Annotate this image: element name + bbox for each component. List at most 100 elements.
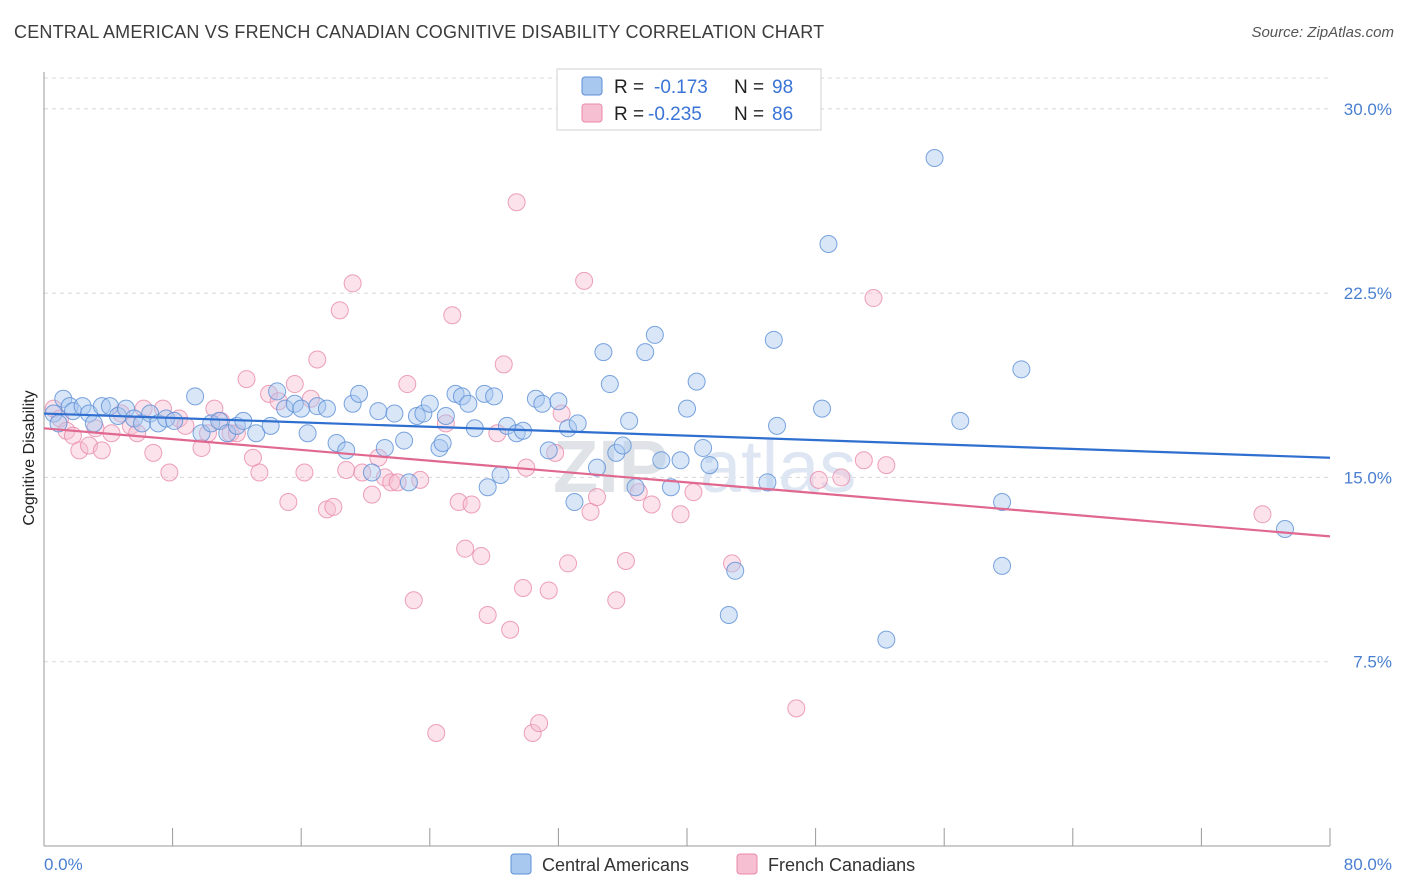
central-americans-point-47 (430, 438, 449, 457)
legend-n-value-2: 86 (772, 104, 793, 125)
central-americans-point-85 (726, 561, 745, 580)
french-canadians-point-4 (70, 441, 89, 460)
x-tick-marks (43, 828, 1331, 846)
french-canadians-point-31 (295, 463, 314, 482)
french-canadians-point-50 (443, 306, 462, 325)
french-canadians-point-68 (575, 271, 594, 290)
central-americans-point-97 (1275, 520, 1294, 539)
legend-swatch-pink (581, 103, 603, 123)
central-americans-point-94 (993, 493, 1012, 511)
french-canadians-point-73 (629, 483, 648, 502)
french-canadians-point-32 (301, 389, 320, 408)
central-americans-points (44, 149, 1294, 649)
french-canadians-point-66 (559, 554, 578, 573)
central-americans-point-49 (436, 407, 455, 425)
french-canadians-point-82 (864, 289, 883, 308)
french-canadians-point-37 (337, 461, 356, 480)
legend-r-label-1: R = (614, 77, 644, 98)
central-americans-point-35 (337, 441, 356, 460)
french-canadians-point-7 (92, 441, 111, 460)
french-canadians-point-52 (456, 539, 475, 558)
central-americans-point-63 (539, 441, 558, 460)
french-canadians-point-29 (279, 493, 298, 511)
central-americans-point-45 (414, 404, 433, 423)
bottom-legend-central-americans: Central Americans (542, 855, 689, 875)
central-americans-point-39 (369, 402, 388, 421)
legend-r-value-1: -0.173 (654, 77, 708, 98)
central-americans-point-31 (298, 424, 317, 443)
central-americans-point-75 (636, 343, 655, 362)
central-americans-trend-line (43, 412, 1331, 459)
central-americans-point-33 (317, 399, 336, 418)
central-americans-point-26 (261, 416, 280, 435)
central-americans-point-90 (819, 235, 838, 253)
french-canadians-point-79 (809, 470, 828, 489)
central-americans-point-38 (362, 463, 381, 482)
central-americans-point-2 (54, 389, 73, 408)
french-canadians-point-54 (472, 547, 491, 566)
central-americans-point-55 (478, 478, 497, 497)
central-americans-point-46 (420, 394, 439, 413)
french-canadians-trend-line (43, 427, 1331, 538)
french-canadians-point-58 (501, 620, 520, 639)
y-axis-label: Cognitive Disability (21, 390, 38, 525)
french-canadians-point-60 (514, 579, 533, 597)
french-canadians-point-24 (237, 370, 256, 389)
french-canadians-point-35 (324, 497, 343, 516)
central-americans-point-48 (433, 434, 452, 453)
central-americans-point-25 (247, 424, 266, 443)
central-americans-point-17 (165, 411, 184, 430)
central-americans-point-68 (587, 458, 606, 477)
french-canadians-point-81 (854, 451, 873, 470)
central-americans-point-79 (671, 451, 690, 470)
central-americans-point-34 (327, 434, 346, 453)
french-canadians-point-47 (411, 470, 430, 489)
central-americans-point-62 (533, 394, 552, 413)
central-americans-point-87 (764, 330, 783, 349)
french-canadians-point-48 (427, 723, 446, 742)
french-canadians-point-33 (308, 350, 327, 369)
legend-r-value-2: -0.235 (648, 104, 702, 125)
central-americans-point-18 (186, 387, 205, 406)
french-canadians-point-45 (398, 375, 417, 394)
top-legend: R = -0.173 N = 98 R = -0.235 N = 86 (556, 68, 822, 131)
bottom-legend-french-canadians: French Canadians (768, 855, 915, 875)
central-americans-point-28 (276, 399, 295, 418)
french-canadians-point-46 (404, 591, 423, 610)
source-label: Source: ZipAtlas.com (1251, 24, 1394, 41)
french-canadians-point-84 (1253, 505, 1272, 524)
central-americans-point-41 (385, 404, 404, 423)
central-americans-point-84 (719, 606, 738, 625)
french-canadians-point-30 (285, 375, 304, 394)
central-americans-point-91 (877, 630, 896, 649)
central-americans-point-74 (626, 478, 645, 497)
french-canadians-point-43 (382, 473, 401, 492)
legend-n-label-1: N = (734, 77, 764, 98)
central-americans-point-96 (1012, 360, 1031, 379)
french-canadians-point-59 (507, 193, 526, 212)
central-americans-point-93 (951, 411, 970, 430)
french-canadians-point-75 (671, 505, 690, 524)
bottom-legend-swatch-blue (510, 853, 532, 875)
y-tick-label-1: 15.0% (1344, 468, 1392, 487)
central-americans-point-78 (661, 478, 680, 497)
french-canadians-point-70 (587, 488, 606, 507)
chart-title: CENTRAL AMERICAN VS FRENCH CANADIAN COGN… (14, 22, 825, 42)
legend-r-label-2: R = (614, 104, 644, 125)
central-americans-point-57 (491, 465, 510, 484)
central-americans-point-83 (700, 456, 719, 475)
french-canadians-point-36 (330, 301, 349, 320)
french-canadians-point-61 (523, 723, 542, 742)
central-americans-point-40 (375, 438, 394, 457)
central-americans-point-37 (350, 384, 369, 403)
central-americans-point-71 (607, 443, 626, 462)
french-canadians-point-26 (250, 463, 269, 482)
french-canadians-point-55 (478, 606, 497, 625)
central-americans-point-30 (292, 399, 311, 418)
central-americans-point-27 (268, 382, 287, 401)
french-canadians-point-53 (462, 495, 481, 514)
french-canadians-point-76 (684, 483, 703, 502)
central-americans-point-43 (399, 473, 418, 492)
central-americans-point-77 (652, 451, 671, 470)
